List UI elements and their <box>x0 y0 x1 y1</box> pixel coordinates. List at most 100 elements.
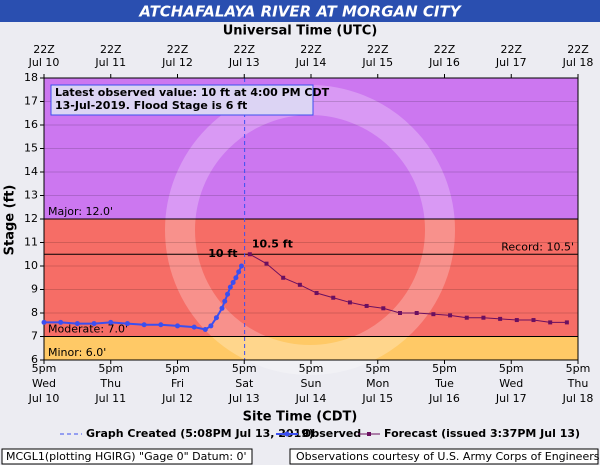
y-tick-label: 10 <box>24 259 38 272</box>
x-tick-label: 5pm <box>566 362 591 375</box>
y-axis-title: Stage (ft) <box>3 185 18 256</box>
flood-band <box>44 219 578 337</box>
x-tick-label: 5pm <box>32 362 57 375</box>
observed-label: 10 ft <box>208 247 237 260</box>
forecast-point <box>381 306 386 311</box>
x-tick-label: 5pm <box>365 362 390 375</box>
x-tick-label: 5pm <box>165 362 190 375</box>
threshold-label: Major: 12.0' <box>48 205 113 218</box>
y-tick-label: 13 <box>24 189 38 202</box>
x2-tick-label: Jul 12 <box>161 56 193 69</box>
x-tick-label: Thu <box>99 377 121 390</box>
observed-point <box>74 321 80 327</box>
footer-left-box <box>1 448 253 465</box>
plot-frame <box>43 77 579 361</box>
x-tick-label: 5pm <box>432 362 457 375</box>
forecast-point <box>281 275 286 280</box>
y-tick-label: 18 <box>24 71 38 84</box>
info-box <box>50 84 314 116</box>
threshold-label: Minor: 6.0' <box>48 346 106 359</box>
observed-point <box>141 322 147 328</box>
observed-point <box>227 284 233 290</box>
observed-point <box>222 298 228 304</box>
x2-tick-label: 22Z <box>100 43 122 56</box>
legend-observed: Observed <box>302 427 361 440</box>
x-tick-label: Jul 12 <box>161 392 193 405</box>
observed-point <box>230 279 236 285</box>
x2-tick-label: Jul 15 <box>361 56 393 69</box>
x2-tick-label: 22Z <box>434 43 456 56</box>
info-text: 13-Jul-2019. Flood Stage is 6 ft <box>55 99 247 112</box>
forecast-point <box>314 291 319 296</box>
x-tick-label: Jul 14 <box>295 392 327 405</box>
legend-forecast-marker <box>367 432 371 436</box>
x2-tick-label: Jul 13 <box>228 56 260 69</box>
observed-point <box>41 319 47 325</box>
x-tick-label: Jul 11 <box>94 392 126 405</box>
observed-point <box>225 291 231 297</box>
forecast-point <box>398 311 402 315</box>
x2-tick-label: 22Z <box>567 43 589 56</box>
x-tick-label: 5pm <box>499 362 524 375</box>
x2-tick-label: Jul 10 <box>28 56 60 69</box>
forecast-point <box>331 295 336 300</box>
forecast-point <box>247 252 252 257</box>
x-tick-label: Jul 18 <box>562 392 594 405</box>
forecast-point <box>564 320 569 325</box>
observed-point <box>208 323 214 329</box>
x2-tick-label: 22Z <box>167 43 189 56</box>
forecast-point <box>297 282 302 287</box>
observed-point <box>236 269 242 275</box>
legend-observed-marker <box>284 431 290 437</box>
threshold-label: Moderate: 7.0' <box>48 323 128 336</box>
x-tick-label: 5pm <box>232 362 257 375</box>
flood-band <box>44 336 578 360</box>
x2-tick-label: 22Z <box>367 43 389 56</box>
footer-left: MCGL1(plotting HGIRG) "Gage 0" Datum: 0' <box>6 450 247 463</box>
x-tick-label: Jul 10 <box>28 392 60 405</box>
observed-point <box>202 326 208 332</box>
forecast-point <box>264 261 269 266</box>
x2-tick-label: Jul 16 <box>428 56 460 69</box>
series-line <box>249 253 567 323</box>
observed-point <box>124 321 130 327</box>
forecast-point <box>448 313 453 318</box>
info-text: Latest observed value: 10 ft at 4:00 PM … <box>55 86 330 99</box>
observed-point <box>108 319 114 325</box>
observed-point <box>238 263 244 269</box>
forecast-point <box>431 312 436 317</box>
y-tick-label: 6 <box>31 353 38 366</box>
footer-right-box <box>289 448 599 465</box>
x-tick-label: Fri <box>171 377 184 390</box>
x2-tick-label: Jul 17 <box>495 56 527 69</box>
x-tick-label: Jul 13 <box>228 392 260 405</box>
observed-point <box>213 315 219 321</box>
y-tick-label: 8 <box>31 306 38 319</box>
title-bar <box>0 0 600 22</box>
x-tick-label: Sat <box>235 377 254 390</box>
chart-title: ATCHAFALAYA RIVER AT MORGAN CITY <box>138 3 462 21</box>
y-tick-label: 7 <box>31 330 38 343</box>
observed-point <box>175 323 180 329</box>
x2-tick-label: 22Z <box>33 43 55 56</box>
x-axis-title: Site Time (CDT) <box>243 410 358 425</box>
forecast-point <box>498 316 503 321</box>
top-axis-title: Universal Time (UTC) <box>223 24 378 39</box>
threshold-label: Record: 10.5' <box>501 240 574 253</box>
observed-point <box>91 321 97 327</box>
y-tick-label: 9 <box>31 283 38 296</box>
x-tick-label: Wed <box>499 377 523 390</box>
y-tick-label: 17 <box>24 95 38 108</box>
forecast-point <box>514 318 519 323</box>
y-tick-label: 11 <box>24 236 38 249</box>
x-tick-label: Sun <box>301 377 322 390</box>
forecast-point <box>364 303 369 308</box>
y-tick-label: 12 <box>24 212 38 225</box>
x2-tick-label: Jul 14 <box>295 56 327 69</box>
forecast-point <box>548 320 553 325</box>
x-tick-label: Jul 17 <box>495 392 527 405</box>
forecast-point <box>347 300 352 305</box>
x2-tick-label: 22Z <box>500 43 522 56</box>
observed-point <box>219 305 225 311</box>
